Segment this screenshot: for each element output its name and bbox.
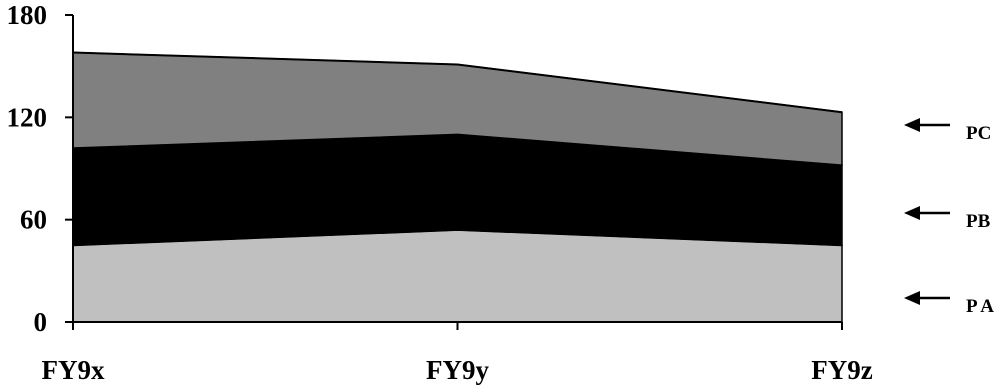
- y-tick-label: 120: [7, 102, 48, 132]
- axes: [65, 14, 843, 330]
- area-series-pa: [72, 229, 843, 323]
- y-tick-label: 60: [20, 205, 47, 235]
- legend-arrowhead-pa: [904, 291, 920, 305]
- x-category-label: FY9x: [42, 355, 105, 385]
- y-tick-labels: 0 60 120 180: [7, 0, 48, 337]
- legend-label-pb: PB: [966, 211, 991, 232]
- y-tick-label: 180: [7, 0, 48, 30]
- legend-arrowhead-pb: [904, 206, 920, 220]
- legend-label-pc: PC: [966, 123, 991, 144]
- x-category-labels: FY9x FY9y FY9z: [42, 355, 873, 385]
- legend-arrowhead-pc: [904, 118, 920, 132]
- legend: P A PB PC: [904, 118, 994, 317]
- legend-label-pa: P A: [966, 296, 994, 317]
- area-layers: [72, 51, 843, 323]
- x-category-label: FY9y: [426, 355, 489, 385]
- y-tick-label: 0: [34, 307, 48, 337]
- x-category-label: FY9z: [811, 355, 872, 385]
- area-top-line-pc: [72, 51, 843, 114]
